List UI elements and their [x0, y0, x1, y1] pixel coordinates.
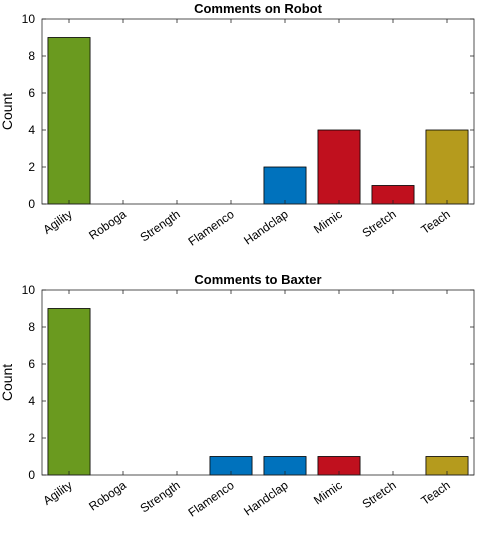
bar-agility	[47, 37, 91, 205]
plot-frame	[41, 289, 475, 476]
bar-handclap	[263, 166, 307, 205]
y-tick-label: 6	[28, 357, 35, 371]
x-tick-label-agility: Agility	[40, 207, 74, 237]
bar-teach	[425, 129, 469, 205]
x-tick-label-mimic: Mimic	[311, 478, 345, 507]
chart-title: Comments to Baxter	[194, 272, 321, 287]
bar-mimic	[317, 129, 361, 205]
chart-panel-comments-on-robot: Comments on Robot Count 0 2 4 6 8 10 Agility Robo…	[0, 1, 475, 249]
y-tick-label: 10	[22, 12, 36, 26]
y-tick-label: 0	[28, 468, 35, 482]
x-tick-label-teach: Teach	[418, 207, 452, 237]
x-tick-label-strength: Strength	[138, 478, 183, 515]
x-tick-label-flamenco: Flamenco	[186, 207, 237, 249]
x-tick-label-stretch: Stretch	[360, 478, 399, 511]
y-tick-label: 8	[28, 320, 35, 334]
y-tick-label: 4	[28, 394, 35, 408]
chart-panel-comments-to-baxter: Comments to Baxter Count 0 2 4 6 8 10 Agility Rob…	[0, 272, 475, 520]
x-tick-label-flamenco: Flamenco	[186, 478, 237, 520]
bar-agility	[47, 308, 91, 476]
x-tick-label-stretch: Stretch	[360, 207, 399, 240]
x-tick-label-handclap: Handclap	[241, 478, 291, 519]
y-tick-label: 10	[22, 283, 36, 297]
y-tick-label: 4	[28, 123, 35, 137]
y-axis-label: Count	[0, 364, 15, 401]
x-tick-label-roboga: Roboga	[86, 478, 129, 514]
x-tick-label-strength: Strength	[138, 207, 183, 244]
x-tick-label-agility: Agility	[40, 478, 74, 508]
chart-title: Comments on Robot	[194, 1, 322, 16]
y-tick-label: 6	[28, 86, 35, 100]
y-axis-label: Count	[0, 93, 15, 130]
plot-frame	[41, 18, 475, 205]
x-tick-label-roboga: Roboga	[86, 207, 129, 243]
y-tick-label: 8	[28, 49, 35, 63]
x-tick-label-handclap: Handclap	[241, 207, 291, 248]
y-tick-label: 0	[28, 197, 35, 211]
y-tick-label: 2	[28, 431, 35, 445]
x-tick-label-teach: Teach	[418, 478, 452, 508]
x-tick-label-mimic: Mimic	[311, 207, 345, 236]
y-tick-label: 2	[28, 160, 35, 174]
